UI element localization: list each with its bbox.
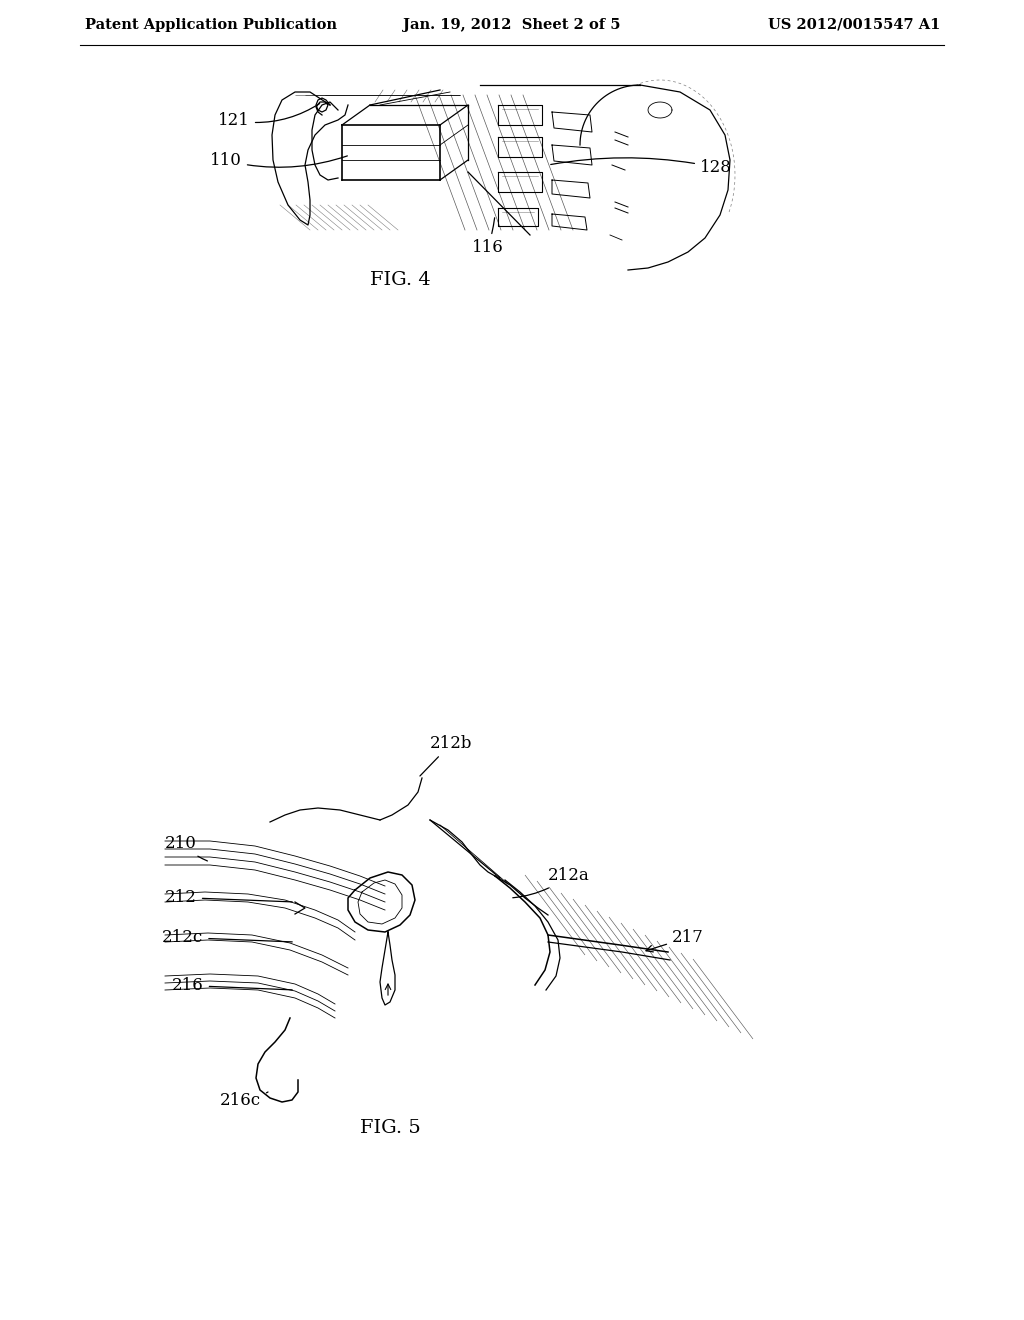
Text: 212: 212 bbox=[165, 888, 292, 906]
Text: 121: 121 bbox=[218, 103, 319, 129]
Text: 212c: 212c bbox=[162, 929, 292, 946]
Text: 128: 128 bbox=[551, 158, 732, 176]
Text: 116: 116 bbox=[472, 218, 504, 256]
Text: 217: 217 bbox=[646, 929, 703, 952]
Text: Patent Application Publication: Patent Application Publication bbox=[85, 18, 337, 32]
Text: 212a: 212a bbox=[513, 867, 590, 898]
Text: 110: 110 bbox=[210, 152, 347, 169]
Text: 216c: 216c bbox=[220, 1092, 268, 1109]
Text: Jan. 19, 2012  Sheet 2 of 5: Jan. 19, 2012 Sheet 2 of 5 bbox=[403, 18, 621, 32]
Text: US 2012/0015547 A1: US 2012/0015547 A1 bbox=[768, 18, 940, 32]
Text: FIG. 5: FIG. 5 bbox=[359, 1119, 421, 1137]
Text: 210: 210 bbox=[165, 836, 208, 861]
Text: 212b: 212b bbox=[420, 735, 472, 776]
Text: 216: 216 bbox=[172, 977, 292, 994]
Text: FIG. 4: FIG. 4 bbox=[370, 271, 430, 289]
